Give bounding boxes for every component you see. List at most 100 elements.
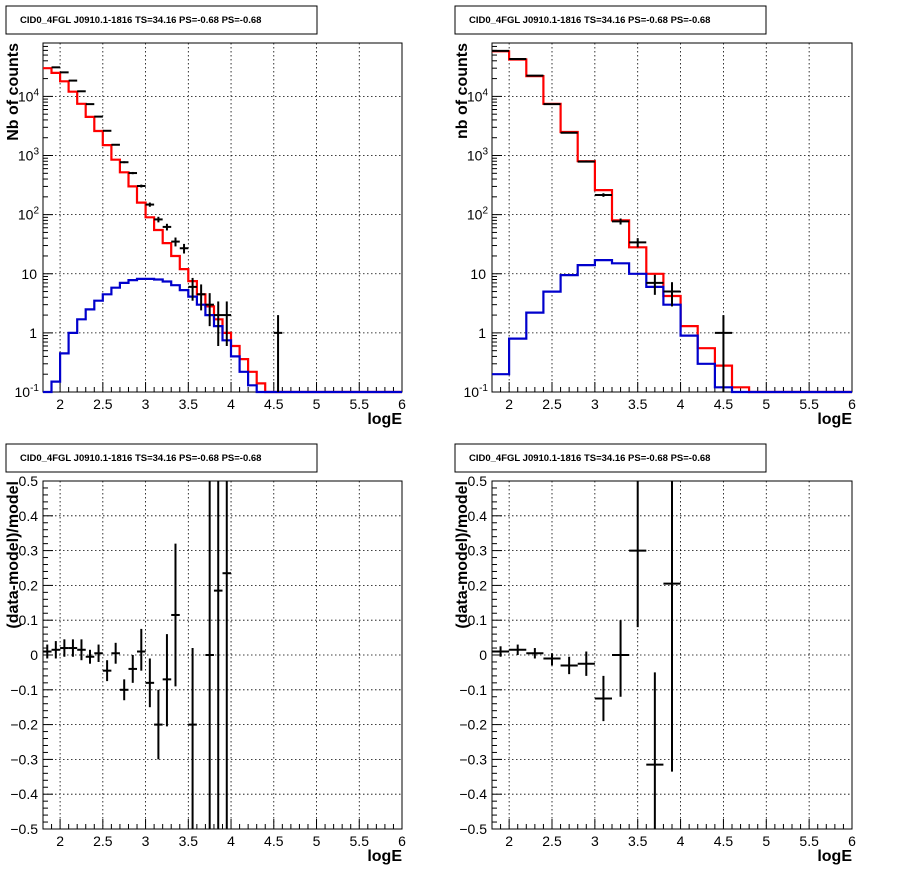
data-point [222, 481, 232, 829]
x-tick-label: 3 [591, 833, 599, 849]
y-axis-label: nb of counts [454, 43, 471, 139]
data-point [646, 672, 664, 829]
y-tick-label: −0.5 [10, 821, 38, 837]
x-tick-label: 4.5 [714, 833, 734, 849]
y-tick-label: −0.4 [459, 786, 487, 802]
data-point [560, 131, 578, 134]
x-tick-label: 5.5 [350, 396, 370, 412]
axis-ticks [491, 42, 853, 393]
plot-area [492, 43, 852, 392]
data-point [205, 481, 214, 829]
y-tick-label: −0.4 [10, 786, 38, 802]
chart-panel-4: CID0_4FGL J0910.1-1816 TS=34.16 PS=-0.68… [454, 443, 856, 865]
data-point [577, 160, 595, 163]
data-point [102, 129, 112, 132]
y-tick-label: 102 [467, 206, 489, 223]
data-points [492, 481, 681, 829]
chart-title-box [5, 443, 318, 473]
y-tick-label: −0.1 [10, 682, 38, 698]
x-tick-label: 4 [677, 396, 685, 412]
data-point [119, 161, 129, 164]
data-point [646, 274, 664, 295]
x-tick-label: 2.5 [93, 833, 113, 849]
x-tick-label: 2.5 [542, 833, 562, 849]
data-point [102, 660, 112, 682]
data-point [543, 103, 561, 106]
y-tick-label: −0.3 [459, 751, 487, 767]
data-point [577, 651, 595, 676]
data-point [612, 620, 630, 697]
y-tick-label: 0.4 [468, 508, 488, 524]
data-point [543, 653, 561, 666]
y-tick-label: 10-1 [15, 383, 40, 400]
plot-frame [491, 42, 853, 393]
x-tick-label: 2 [56, 396, 64, 412]
x-tick-label: 5.5 [799, 833, 819, 849]
y-tick-label: 0.4 [19, 508, 39, 524]
plot-frame [42, 42, 403, 393]
data-point [119, 679, 129, 701]
data-point [179, 243, 189, 254]
x-tick-label: 3 [142, 833, 150, 849]
y-tick-label: 102 [18, 206, 40, 223]
x-tick-label: 5 [313, 833, 321, 849]
data-point [171, 237, 180, 247]
y-tick-label: 10 [21, 266, 37, 282]
data-point [205, 293, 214, 327]
y-tick-label: 1 [29, 325, 37, 341]
x-axis-label: logE [367, 411, 402, 428]
chart-title: CID0_4FGL J0910.1-1816 TS=34.16 PS=-0.68… [20, 15, 261, 26]
data-point [162, 223, 172, 231]
y-tick-label: 104 [18, 87, 40, 104]
x-tick-label: 6 [848, 833, 856, 849]
y-tick-label: 103 [467, 147, 489, 164]
y-tick-label: 0 [479, 647, 487, 663]
x-tick-label: 3 [142, 396, 150, 412]
data-point [94, 644, 103, 662]
data-point [154, 689, 163, 760]
y-tick-label: 0.5 [19, 473, 39, 489]
x-tick-label: 3.5 [628, 833, 648, 849]
data-points [492, 49, 732, 392]
data-point [663, 282, 681, 307]
y-tick-label: −0.3 [10, 751, 38, 767]
chart-title: CID0_4FGL J0910.1-1816 TS=34.16 PS=-0.68… [469, 15, 710, 26]
x-tick-label: 5.5 [350, 833, 370, 849]
data-point [128, 171, 138, 175]
x-tick-label: 4 [677, 833, 685, 849]
y-tick-label: 0.5 [468, 473, 488, 489]
data-point [594, 193, 612, 197]
data-point [162, 634, 172, 727]
data-point [222, 301, 232, 346]
x-tick-label: 5.5 [799, 396, 819, 412]
plot-frame [42, 480, 403, 830]
source-model-histogram [43, 277, 402, 394]
y-tick-label: 0.1 [19, 612, 39, 628]
y-tick-label: 0.3 [19, 543, 39, 559]
data-point [85, 103, 95, 106]
plot-area [43, 481, 402, 829]
data-point [188, 277, 197, 301]
data-point [60, 639, 69, 657]
data-points [51, 66, 283, 392]
data-point [629, 238, 647, 248]
axis-ticks [491, 480, 853, 830]
y-tick-label: 103 [18, 147, 40, 164]
x-tick-label: 2 [505, 833, 513, 849]
x-tick-label: 4.5 [714, 396, 734, 412]
x-tick-label: 3.5 [628, 396, 648, 412]
x-axis-label: logE [817, 411, 852, 428]
data-point [137, 628, 146, 671]
x-tick-label: 4 [227, 833, 235, 849]
y-tick-label: 0.2 [468, 577, 488, 593]
y-axis-label: Nb of counts [5, 43, 22, 141]
x-tick-label: 2 [505, 396, 513, 412]
y-tick-label: 10-1 [464, 383, 489, 400]
y-tick-label: 0.3 [468, 543, 488, 559]
x-tick-label: 2 [56, 833, 64, 849]
data-point [663, 481, 681, 772]
data-point [526, 648, 544, 659]
x-tick-label: 5 [762, 396, 770, 412]
y-axis-label: (data-model)/model [454, 481, 471, 629]
data-point [560, 656, 578, 675]
